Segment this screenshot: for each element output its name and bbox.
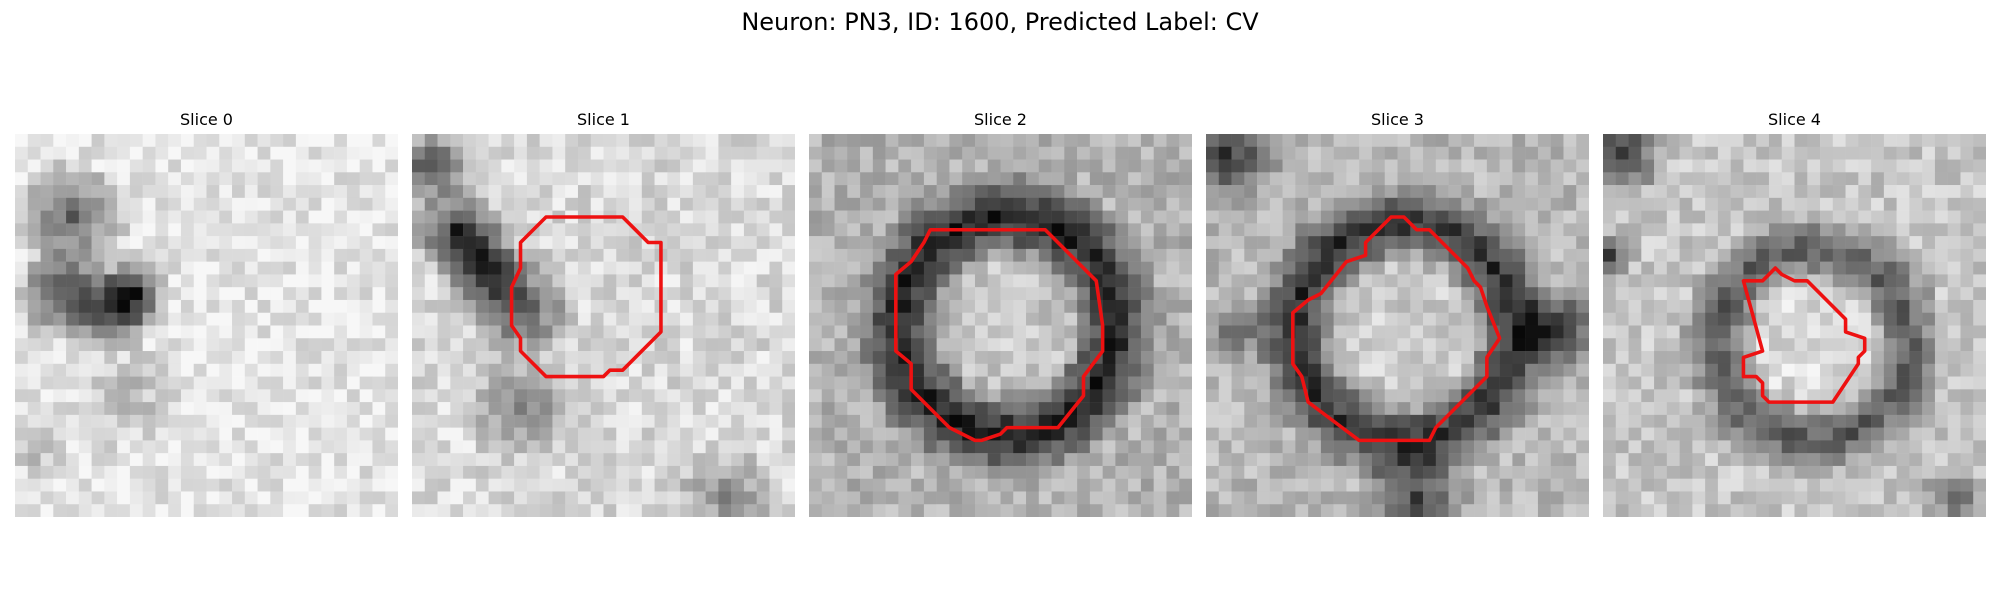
outline-1: [509, 215, 663, 379]
outline-3: [1291, 215, 1502, 443]
slice-title-4: Slice 4: [1768, 110, 1821, 129]
slice-title-0: Slice 0: [180, 110, 233, 129]
slice-panel-4: Slice 4: [1603, 110, 1986, 520]
slice-panel-2: Slice 2: [809, 110, 1192, 520]
slice-image-2: [809, 134, 1192, 517]
slice-panel-0: Slice 0: [15, 110, 398, 520]
outline-2: [894, 227, 1105, 443]
slice-title-3: Slice 3: [1371, 110, 1424, 129]
slice-title-1: Slice 1: [577, 110, 630, 129]
slice-panels: Slice 0 Slice 1 Slice 2 Slice 3 Slice 4: [15, 110, 1986, 520]
slice-title-2: Slice 2: [974, 110, 1027, 129]
slice-image-3: [1206, 134, 1589, 517]
slice-image-4: [1603, 134, 1986, 517]
outline-4: [1741, 266, 1867, 404]
slice-image-0: [15, 134, 398, 517]
slice-panel-3: Slice 3: [1206, 110, 1589, 520]
slice-image-1: [412, 134, 795, 517]
slice-panel-1: Slice 1: [412, 110, 795, 520]
figure-title: Neuron: PN3, ID: 1600, Predicted Label: …: [741, 8, 1259, 36]
